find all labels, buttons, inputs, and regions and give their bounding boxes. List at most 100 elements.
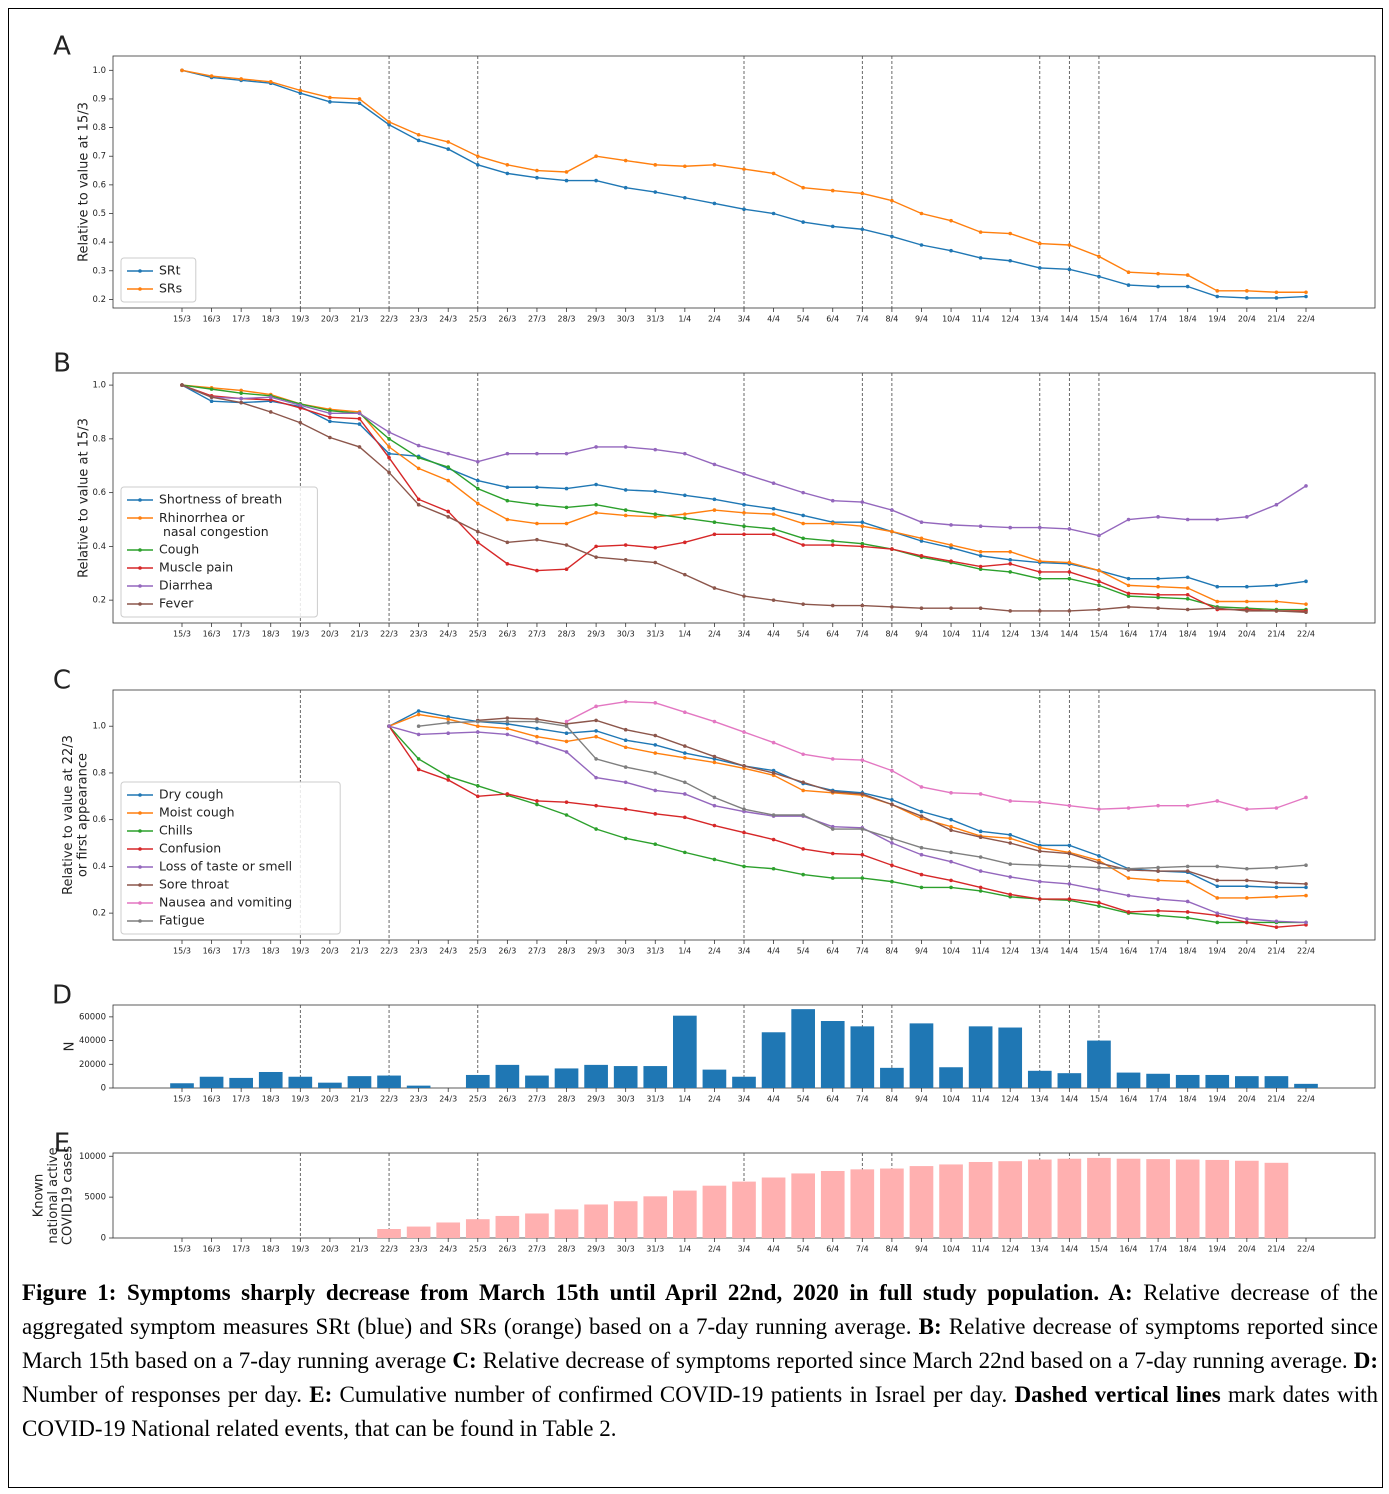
data-point [653, 447, 658, 452]
data-point [564, 750, 569, 754]
bar [702, 1185, 727, 1238]
legend-label: Muscle pain [159, 560, 233, 575]
data-point [830, 603, 835, 608]
bar [436, 1222, 461, 1238]
data-point [860, 544, 865, 549]
data-point [1097, 568, 1101, 573]
x-tick-label: 15/3 [173, 315, 191, 324]
data-point [860, 191, 865, 196]
data-point [1304, 863, 1308, 868]
bar [1146, 1073, 1170, 1088]
data-point [298, 406, 303, 410]
x-tick-label: 23/3 [410, 947, 428, 956]
x-tick-label: 16/3 [203, 630, 221, 639]
data-point [771, 506, 776, 511]
y-axis-label: national active [46, 1147, 61, 1243]
x-tick-label: 10/4 [942, 947, 960, 956]
x-tick-label: 25/3 [469, 315, 487, 324]
x-tick-label: 5/4 [797, 315, 810, 324]
data-point [1037, 241, 1042, 246]
x-tick-label: 1/4 [678, 947, 691, 956]
data-point [387, 451, 391, 456]
data-point [712, 520, 717, 524]
legend-label: Diarrhea [159, 578, 213, 593]
bar [1027, 1159, 1052, 1238]
x-tick-label: 22/4 [1297, 947, 1315, 956]
data-point [830, 224, 835, 229]
x-tick-label: 31/3 [646, 1245, 664, 1254]
data-point [771, 598, 776, 602]
data-point [1304, 484, 1308, 488]
data-point [1067, 851, 1072, 856]
data-point [1008, 841, 1013, 845]
data-point [1215, 599, 1220, 604]
data-point [505, 732, 510, 737]
data-point [1008, 525, 1013, 530]
data-point [742, 594, 746, 598]
x-tick-label: 1/4 [678, 315, 691, 324]
x-tick-label: 7/4 [856, 947, 869, 956]
data-point [771, 481, 776, 486]
x-tick-label: 22/3 [380, 315, 398, 324]
data-point [830, 521, 835, 526]
figure-border [8, 8, 1383, 1488]
x-tick-label: 20/3 [321, 1245, 339, 1254]
x-tick-label: 12/4 [1001, 630, 1019, 639]
data-point [1304, 882, 1308, 886]
data-point [416, 732, 421, 737]
x-tick-label: 16/3 [203, 1095, 221, 1104]
data-point [1245, 584, 1249, 589]
data-point [623, 158, 628, 163]
data-point [683, 815, 687, 820]
x-tick-label: 17/4 [1149, 1245, 1167, 1254]
data-point [416, 724, 421, 729]
data-point [801, 602, 805, 606]
bar [288, 1076, 313, 1088]
data-point [1274, 609, 1279, 613]
data-point [623, 558, 628, 562]
bar [1205, 1159, 1230, 1238]
data-point [978, 524, 983, 529]
data-point [742, 864, 746, 869]
data-point [1274, 806, 1279, 810]
x-tick-label: 25/3 [469, 630, 487, 639]
data-point [1126, 893, 1131, 898]
legend-marker [138, 883, 142, 887]
x-tick-label: 12/4 [1001, 1095, 1019, 1104]
x-tick-label: 30/3 [617, 1245, 635, 1254]
data-point [446, 717, 451, 722]
legend-marker [138, 566, 142, 570]
data-point [1185, 586, 1190, 590]
x-tick-label: 27/3 [528, 947, 546, 956]
data-point [1008, 862, 1013, 866]
data-point [919, 872, 924, 877]
data-point [505, 540, 510, 545]
x-tick-label: 16/4 [1120, 315, 1138, 324]
legend-marker [138, 548, 142, 552]
data-point [564, 170, 569, 174]
data-point [890, 879, 894, 884]
data-point [860, 603, 865, 608]
data-point [535, 726, 539, 731]
bar [584, 1204, 608, 1238]
data-point [860, 227, 865, 232]
x-tick-label: 28/3 [558, 1245, 576, 1254]
data-point [1304, 885, 1308, 890]
panel-label: A [53, 32, 71, 62]
data-point [653, 515, 658, 519]
data-point [742, 510, 746, 515]
data-point [1037, 559, 1042, 563]
data-point [475, 154, 480, 159]
data-point [1037, 863, 1042, 868]
data-point [1037, 800, 1042, 804]
legend-label: Sore throat [159, 877, 229, 892]
legend-label: Confusion [159, 841, 221, 856]
x-tick-label: 13/4 [1031, 1095, 1049, 1104]
data-point [1245, 599, 1249, 604]
data-point [446, 731, 451, 736]
data-point [1304, 920, 1308, 925]
x-tick-label: 15/3 [173, 630, 191, 639]
data-point [919, 520, 924, 524]
data-point [505, 716, 510, 720]
data-point [594, 729, 598, 733]
